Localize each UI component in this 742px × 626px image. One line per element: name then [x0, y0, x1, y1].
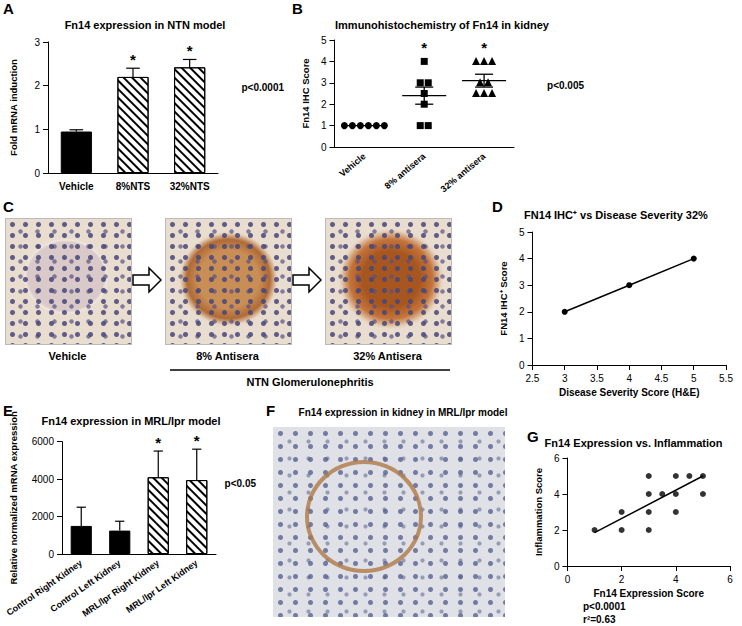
svg-text:MRL/lpr Right Kidney: MRL/lpr Right Kidney [80, 557, 162, 619]
svg-text:3.5: 3.5 [590, 373, 604, 384]
html-text:NTN Glomerulonephritis: NTN Glomerulonephritis [246, 376, 374, 388]
svg-text:*: * [155, 434, 161, 451]
svg-text:1: 1 [321, 120, 327, 131]
svg-text:2: 2 [619, 574, 625, 585]
svg-text:2: 2 [554, 525, 560, 536]
svg-text:4: 4 [519, 253, 525, 264]
svg-text:p<0.0001: p<0.0001 [583, 601, 626, 612]
svg-text:Inflammation Score: Inflammation Score [533, 468, 544, 556]
html-text:8% Antisera: 8% Antisera [196, 350, 259, 362]
svg-text:8% antisera: 8% antisera [383, 151, 429, 191]
html-text:F: F [266, 402, 276, 419]
svg-text:Fn14 expression in NTN model: Fn14 expression in NTN model [65, 19, 226, 31]
svg-text:0: 0 [565, 574, 571, 585]
svg-text:*: * [421, 39, 427, 56]
svg-text:4000: 4000 [32, 474, 55, 485]
svg-text:0: 0 [321, 142, 327, 153]
svg-text:Vehicle: Vehicle [337, 151, 367, 179]
svg-text:8%NTS: 8%NTS [116, 181, 151, 192]
svg-text:0: 0 [48, 549, 54, 560]
svg-text:Fn14 expression in MRL/lpr mod: Fn14 expression in MRL/lpr model [41, 415, 220, 427]
svg-text:4: 4 [626, 373, 632, 384]
svg-text:Fn14 Expression vs. Inflammati: Fn14 Expression vs. Inflammation [545, 437, 723, 449]
svg-text:4.5: 4.5 [655, 373, 669, 384]
svg-text:4: 4 [673, 574, 679, 585]
svg-text:Vehicle: Vehicle [59, 181, 94, 192]
svg-text:4: 4 [554, 489, 560, 500]
svg-text:32% antisera: 32% antisera [439, 151, 488, 195]
html-text:D: D [492, 198, 503, 215]
svg-text:Relative normalized mRNA expre: Relative normalized mRNA expression [8, 411, 19, 585]
svg-text:2: 2 [519, 306, 525, 317]
svg-text:Immunohistochemistry of Fn14 i: Immunohistochemistry of Fn14 in kidney [335, 19, 550, 31]
svg-text:MRL/lpr Left Kidney: MRL/lpr Left Kidney [124, 558, 199, 615]
svg-text:Fn14 Expression Score: Fn14 Expression Score [593, 588, 704, 599]
html-text:C: C [3, 198, 14, 215]
html-text:B: B [292, 0, 303, 17]
svg-text:2: 2 [321, 99, 327, 110]
svg-text:Control Left Kidney: Control Left Kidney [49, 558, 123, 614]
svg-text:4: 4 [321, 56, 327, 67]
svg-text:0: 0 [519, 360, 525, 371]
html-text:E: E [3, 402, 13, 419]
svg-text:3: 3 [321, 77, 327, 88]
svg-text:Control Right Kidney: Control Right Kidney [5, 558, 84, 618]
svg-text:6: 6 [727, 574, 733, 585]
svg-text:6: 6 [554, 453, 560, 464]
svg-text:2.5: 2.5 [526, 373, 540, 384]
svg-text:5: 5 [321, 35, 327, 46]
svg-text:2: 2 [34, 80, 40, 91]
svg-text:*: * [481, 39, 487, 56]
svg-text:3: 3 [519, 280, 525, 291]
svg-text:p<0.05: p<0.05 [225, 478, 257, 489]
svg-text:2000: 2000 [32, 511, 55, 522]
svg-text:6000: 6000 [32, 436, 55, 447]
svg-text:p<0.005: p<0.005 [547, 80, 584, 91]
svg-text:5: 5 [519, 227, 525, 238]
svg-text:3: 3 [34, 37, 40, 48]
html-text:32% Antisera: 32% Antisera [353, 350, 422, 362]
svg-text:0: 0 [34, 168, 40, 179]
html-text:G: G [527, 428, 539, 445]
html-text:Vehicle: Vehicle [48, 350, 87, 362]
svg-text:*: * [194, 432, 200, 449]
svg-text:5: 5 [691, 373, 697, 384]
svg-text:*: * [187, 42, 193, 59]
svg-text:FN14 IHC⁺ vs Disease Severity: FN14 IHC⁺ vs Disease Severity 32% [524, 209, 708, 221]
svg-text:Disease Severity Score (H&E): Disease Severity Score (H&E) [559, 387, 700, 398]
svg-text:0: 0 [554, 561, 560, 572]
svg-text:1: 1 [34, 124, 40, 135]
svg-text:p<0.0001: p<0.0001 [241, 82, 284, 93]
svg-text:FN14 IHC⁺ Score: FN14 IHC⁺ Score [498, 261, 509, 335]
svg-text:1: 1 [519, 333, 525, 344]
svg-text:5.5: 5.5 [719, 373, 733, 384]
svg-text:*: * [130, 51, 136, 68]
svg-text:r²=0.63: r²=0.63 [583, 614, 616, 625]
html-text:Fn14 expression in kidney in M: Fn14 expression in kidney in MRL/lpr mod… [298, 407, 508, 418]
svg-text:3: 3 [562, 373, 568, 384]
svg-text:32%NTS: 32%NTS [170, 181, 210, 192]
svg-text:Fold mRNA induction: Fold mRNA induction [8, 59, 19, 156]
svg-text:Fn14 IHC Score: Fn14 IHC Score [300, 58, 311, 128]
html-text:A: A [3, 0, 14, 17]
